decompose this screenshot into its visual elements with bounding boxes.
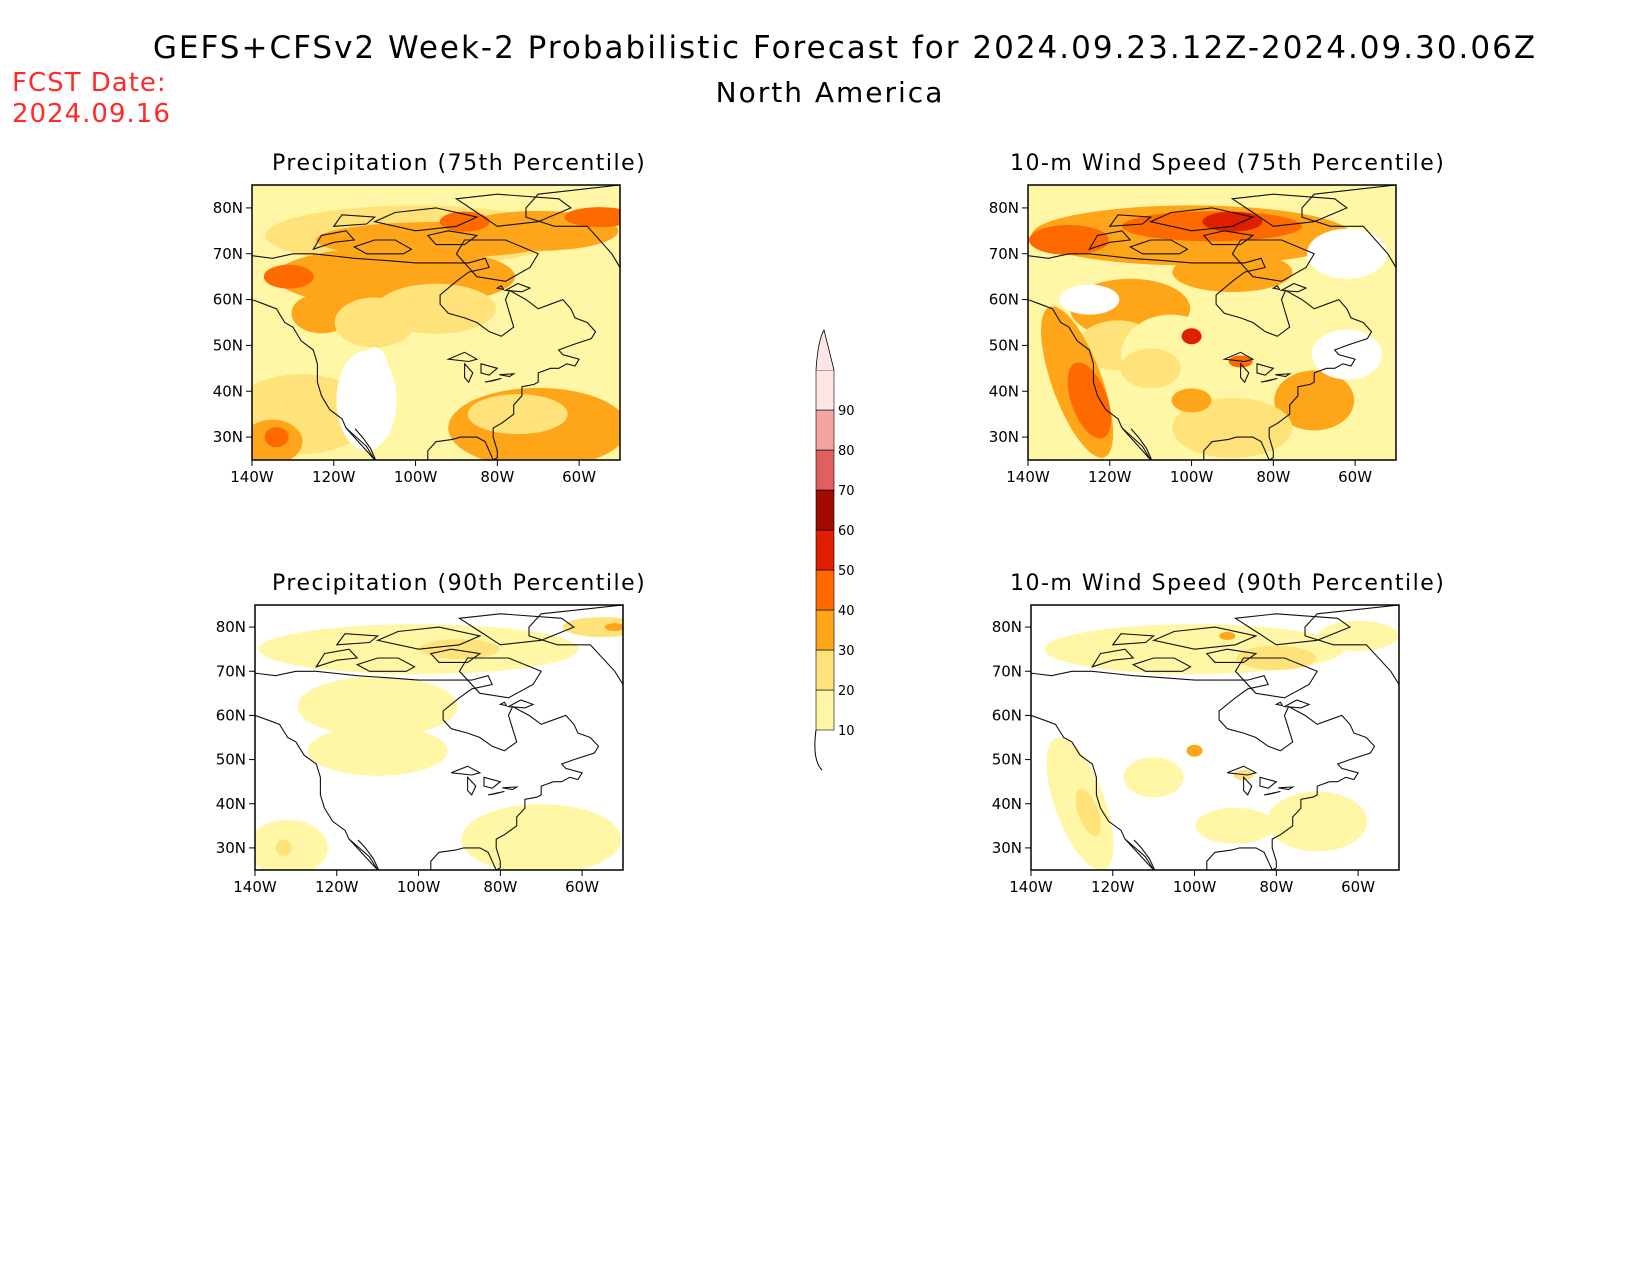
map-panel-precip-75: 140W 120W 100W 80W 60W 80N 70N 60N 50N 40N 30N (213, 184, 621, 486)
lat-tick-label: 80N (213, 199, 243, 217)
map-panel-wind-90: 140W 120W 100W 80W 60W 80N 70N 60N 50N 40N 30N (992, 604, 1400, 896)
colorbar-swatch (815, 569, 835, 611)
lat-tick-label: 40N (213, 382, 243, 400)
colorbar-swatch (815, 449, 835, 491)
figure-subtitle: North America (715, 76, 945, 109)
colorbar-legend: 10 20 30 40 50 60 70 80 90 (814, 328, 855, 771)
lat-tick-label: 40N (989, 382, 1019, 400)
lat-tick-label: 70N (989, 245, 1019, 263)
lon-tick-label: 140W (230, 468, 274, 486)
map-panel-precip-90: 140W 120W 100W 80W 60W 80N 70N 60N 50N 40N 30N (216, 604, 624, 896)
colorbar-swatch (815, 689, 835, 731)
panel-title-wind-90: 10-m Wind Speed (90th Percentile) (1010, 571, 1446, 596)
lat-tick-label: 30N (992, 839, 1022, 857)
coastline-layer (1031, 605, 1399, 870)
lat-tick-label: 80N (989, 199, 1019, 217)
lat-tick-label: 30N (989, 428, 1019, 446)
lon-tick-label: 80W (1259, 878, 1293, 896)
colorbar-swatch (815, 649, 835, 691)
lon-tick-label: 120W (1088, 468, 1132, 486)
colorbar-tick-label: 60 (838, 524, 855, 539)
lat-tick-label: 50N (989, 336, 1019, 354)
lat-tick-label: 60N (992, 706, 1022, 724)
colorbar-tick-label: 90 (838, 404, 855, 419)
shading-layer (1031, 605, 1399, 870)
lon-tick-label: 140W (1006, 468, 1050, 486)
map-panel-wind-75: 140W 120W 100W 80W 60W 80N 70N 60N 50N 40N 30N (989, 184, 1397, 486)
map-frame (254, 604, 624, 871)
colorbar-tick-label: 50 (838, 564, 855, 579)
lon-tick-label: 100W (397, 878, 441, 896)
colorbar-tick-label: 20 (838, 684, 855, 699)
lon-tick-label: 80W (1256, 468, 1290, 486)
panel-title-wind-75: 10-m Wind Speed (75th Percentile) (1010, 151, 1446, 176)
lon-tick-label: 80W (483, 878, 517, 896)
coastline-layer (255, 605, 623, 870)
colorbar-swatch (815, 489, 835, 531)
lon-tick-label: 120W (1091, 878, 1135, 896)
panel-title-precip-90: Precipitation (90th Percentile) (272, 571, 647, 596)
colorbar-swatch (815, 529, 835, 571)
colorbar-swatch (815, 409, 835, 451)
lon-tick-label: 120W (312, 468, 356, 486)
colorbar-tick-label: 10 (838, 724, 855, 739)
lat-tick-label: 70N (992, 662, 1022, 680)
colorbar-tick-label: 70 (838, 484, 855, 499)
lat-tick-label: 60N (216, 706, 246, 724)
forecast-date-value: 2024.09.16 (12, 99, 171, 129)
coastline-layer (252, 185, 620, 460)
colorbar-swatch (815, 369, 835, 411)
lon-tick-label: 100W (1170, 468, 1214, 486)
map-frame (1027, 184, 1397, 461)
lat-tick-label: 70N (216, 662, 246, 680)
lon-tick-label: 80W (480, 468, 514, 486)
figure-title: GEFS+CFSv2 Week-2 Probabilistic Forecast… (152, 30, 1538, 66)
lat-tick-label: 50N (213, 336, 243, 354)
lat-tick-label: 50N (216, 751, 246, 769)
lon-tick-label: 100W (1173, 878, 1217, 896)
lat-tick-label: 50N (992, 751, 1022, 769)
colorbar-tick-label: 40 (838, 604, 855, 619)
lat-tick-label: 70N (213, 245, 243, 263)
lat-tick-label: 80N (992, 618, 1022, 636)
map-frame (251, 184, 621, 461)
lat-tick-label: 60N (989, 291, 1019, 309)
lat-tick-label: 40N (216, 795, 246, 813)
panel-title-precip-75: Precipitation (75th Percentile) (272, 151, 647, 176)
colorbar-swatch (815, 609, 835, 651)
colorbar-tick-label: 80 (838, 444, 855, 459)
lon-tick-label: 60W (565, 878, 599, 896)
lat-tick-label: 60N (213, 291, 243, 309)
shading-layer (1028, 185, 1396, 460)
coastline-layer (1028, 185, 1396, 460)
lat-tick-label: 30N (216, 839, 246, 857)
lat-tick-label: 30N (213, 428, 243, 446)
colorbar-tick-label: 30 (838, 644, 855, 659)
forecast-date-label: FCST Date: (12, 68, 167, 98)
forecast-date: FCST Date: 2024.09.16 (12, 68, 171, 130)
lon-tick-label: 60W (1338, 468, 1372, 486)
lon-tick-label: 60W (562, 468, 596, 486)
lon-tick-label: 100W (394, 468, 438, 486)
lon-tick-label: 120W (315, 878, 359, 896)
lon-tick-label: 140W (1009, 878, 1053, 896)
lon-tick-label: 140W (233, 878, 277, 896)
map-frame (1030, 604, 1400, 871)
lon-tick-label: 60W (1341, 878, 1375, 896)
lat-tick-label: 40N (992, 795, 1022, 813)
shading-layer (255, 605, 623, 870)
lat-tick-label: 80N (216, 618, 246, 636)
